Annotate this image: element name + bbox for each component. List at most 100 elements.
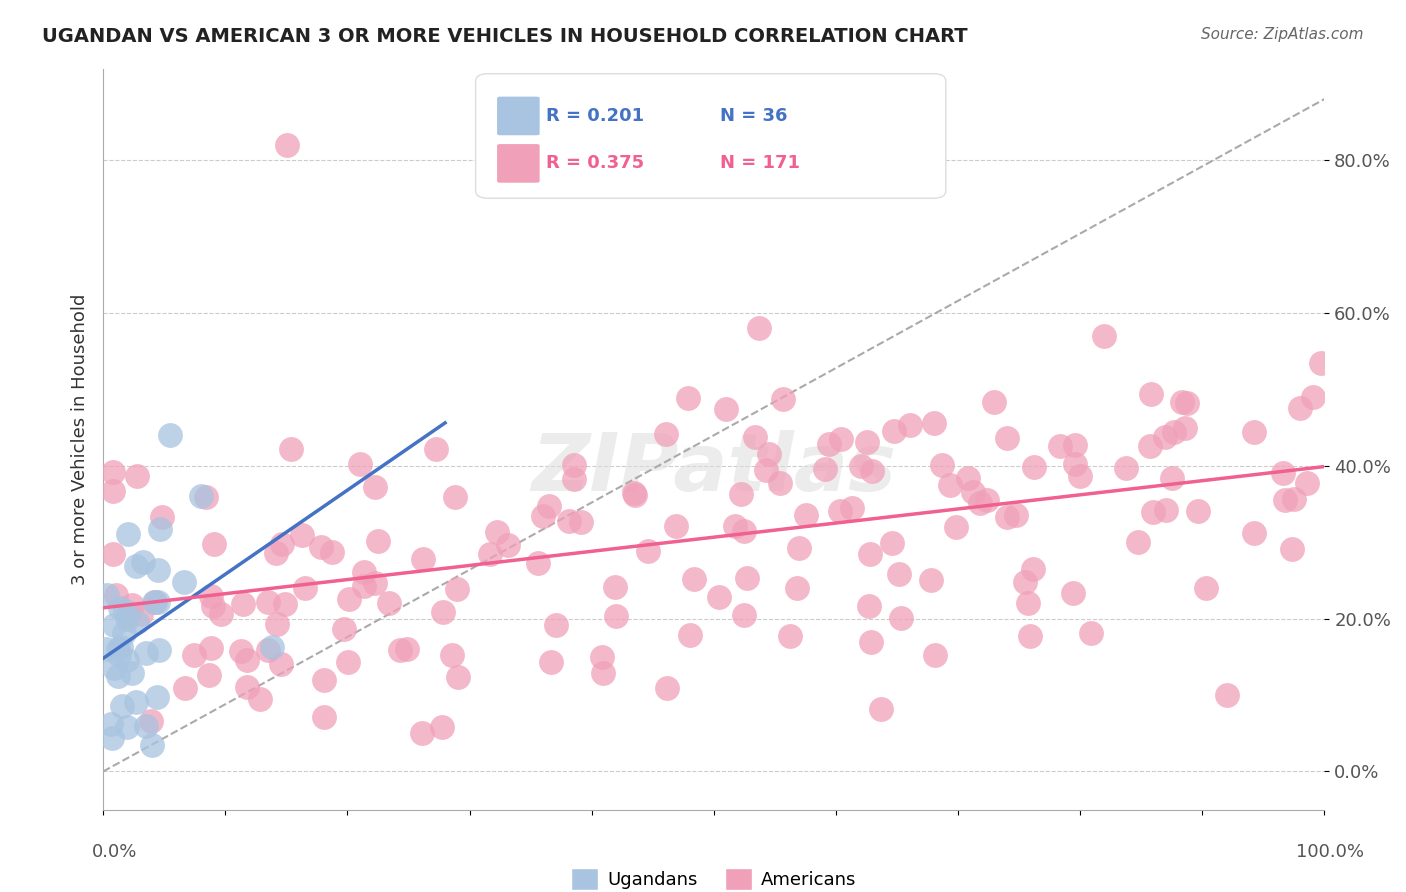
Point	[1274, 492, 1296, 507]
Point	[112, 626, 135, 640]
Point	[860, 464, 883, 478]
Text: UGANDAN VS AMERICAN 3 OR MORE VEHICLES IN HOUSEHOLD CORRELATION CHART: UGANDAN VS AMERICAN 3 OR MORE VEHICLES I…	[42, 27, 967, 45]
Point	[209, 607, 232, 622]
Point	[730, 486, 752, 500]
Point	[321, 545, 343, 559]
Legend: Ugandans, Americans: Ugandans, Americans	[564, 861, 863, 892]
Point	[1022, 562, 1045, 576]
Point	[1271, 467, 1294, 481]
Point	[266, 616, 288, 631]
Point	[818, 437, 841, 451]
Point	[498, 538, 520, 552]
Point	[141, 738, 163, 752]
Point	[364, 480, 387, 494]
Point	[1062, 586, 1084, 600]
Point	[1128, 535, 1150, 549]
Point	[131, 607, 153, 621]
Point	[201, 599, 224, 614]
Point	[859, 635, 882, 649]
Point	[870, 702, 893, 716]
Point	[94, 642, 117, 657]
Point	[592, 665, 614, 680]
Point	[655, 426, 678, 441]
Point	[100, 731, 122, 745]
Point	[96, 588, 118, 602]
Point	[676, 391, 699, 405]
Point	[202, 537, 225, 551]
Point	[1310, 356, 1333, 370]
Point	[537, 499, 560, 513]
Point	[1243, 526, 1265, 541]
Point	[794, 508, 817, 522]
Point	[257, 642, 280, 657]
Point	[679, 628, 702, 642]
Point	[103, 660, 125, 674]
Point	[111, 698, 134, 713]
Point	[430, 720, 453, 734]
Point	[924, 416, 946, 430]
Point	[447, 670, 470, 684]
Point	[898, 417, 921, 432]
Point	[683, 572, 706, 586]
Point	[291, 528, 314, 542]
Point	[107, 642, 129, 657]
Point	[146, 690, 169, 705]
Point	[1216, 688, 1239, 702]
Point	[264, 546, 287, 560]
Point	[229, 644, 252, 658]
Point	[110, 640, 132, 654]
FancyBboxPatch shape	[496, 96, 540, 136]
Point	[183, 648, 205, 663]
Point	[148, 643, 170, 657]
Point	[117, 612, 139, 626]
Point	[714, 401, 737, 416]
Point	[1014, 575, 1036, 590]
Point	[562, 458, 585, 472]
Point	[280, 442, 302, 456]
Point	[546, 617, 568, 632]
Point	[367, 534, 389, 549]
Point	[117, 527, 139, 541]
Point	[856, 435, 879, 450]
Point	[125, 469, 148, 483]
Point	[890, 611, 912, 625]
Point	[256, 595, 278, 609]
Point	[1281, 542, 1303, 557]
Point	[1302, 390, 1324, 404]
Point	[353, 565, 375, 579]
Point	[190, 490, 212, 504]
Point	[1140, 386, 1163, 401]
Point	[146, 563, 169, 577]
Point	[411, 726, 433, 740]
Point	[260, 640, 283, 655]
Point	[562, 472, 585, 486]
Point	[1017, 596, 1039, 610]
Point	[135, 719, 157, 733]
Point	[377, 596, 399, 610]
Point	[114, 604, 136, 618]
Point	[1022, 460, 1045, 475]
FancyBboxPatch shape	[496, 144, 540, 184]
Point	[1154, 503, 1177, 517]
Point	[526, 556, 548, 570]
Point	[446, 582, 468, 596]
Point	[709, 590, 731, 604]
Point	[724, 519, 747, 533]
Point	[995, 510, 1018, 524]
Text: 100.0%: 100.0%	[1296, 843, 1364, 861]
Point	[1174, 420, 1197, 434]
Point	[270, 657, 292, 671]
Point	[786, 581, 808, 595]
Text: N = 36: N = 36	[720, 107, 787, 125]
Point	[198, 668, 221, 682]
Point	[1289, 401, 1312, 416]
Point	[814, 462, 837, 476]
Point	[1243, 425, 1265, 439]
Point	[336, 655, 359, 669]
Point	[830, 432, 852, 446]
Point	[758, 447, 780, 461]
Point	[276, 137, 298, 152]
Point	[349, 457, 371, 471]
Point	[249, 692, 271, 706]
Point	[127, 615, 149, 629]
